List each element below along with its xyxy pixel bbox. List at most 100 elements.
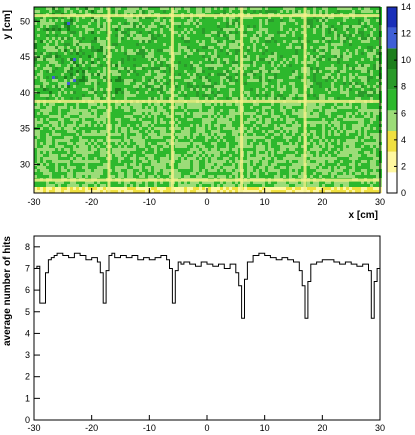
heatmap-cell [187, 55, 190, 58]
heatmap-cell [310, 19, 313, 22]
heatmap-cell [145, 112, 148, 115]
heatmap-cell [295, 94, 298, 97]
heatmap-cell [376, 127, 379, 130]
heatmap-cell [361, 43, 364, 46]
heatmap-cell [262, 85, 265, 88]
heatmap-cell [46, 52, 49, 55]
heatmap-cell [223, 94, 226, 97]
heatmap-cell [58, 124, 61, 127]
heatmap-cell [256, 91, 259, 94]
heatmap-cell [175, 91, 178, 94]
heatmap-cell [358, 130, 361, 133]
heatmap-cell [229, 91, 232, 94]
heatmap-cell [190, 7, 193, 10]
heatmap-cell [208, 115, 211, 118]
heatmap-cell [358, 16, 361, 19]
heatmap-cell [211, 103, 214, 106]
heatmap-cell [211, 106, 214, 109]
heatmap-cell [262, 124, 265, 127]
heatmap-cell [181, 118, 184, 121]
heatmap-cell [352, 127, 355, 130]
heatmap-cell [334, 130, 337, 133]
heatmap-cell [268, 115, 271, 118]
heatmap-cell [238, 121, 241, 124]
heatmap-cell [244, 31, 247, 34]
heatmap-cell [292, 82, 295, 85]
heatmap-cell [199, 31, 202, 34]
heatmap-cell [148, 10, 151, 13]
heatmap-cell [235, 112, 238, 115]
heatmap-cell [112, 37, 115, 40]
heatmap-cell [286, 64, 289, 67]
heatmap-cell [283, 115, 286, 118]
heatmap-cell [235, 91, 238, 94]
heatmap-cell [235, 133, 238, 136]
heatmap-cell [64, 40, 67, 43]
heatmap-cell [118, 79, 121, 82]
heatmap-cell [253, 46, 256, 49]
heatmap-cell [322, 97, 325, 100]
heatmap-cell [277, 85, 280, 88]
heatmap-cell [265, 76, 268, 79]
heatmap-cell [376, 70, 379, 73]
heatmap-cell [88, 67, 91, 70]
heatmap-cell [208, 40, 211, 43]
heatmap-cell [253, 121, 256, 124]
heatmap-cell [313, 70, 316, 73]
heatmap-cell [325, 106, 328, 109]
heatmap-cell [157, 79, 160, 82]
heatmap-cell [226, 67, 229, 70]
heatmap-cell [322, 52, 325, 55]
heatmap-cell [286, 73, 289, 76]
heatmap-cell [193, 70, 196, 73]
heatmap-cell [211, 25, 214, 28]
heatmap-cell [61, 133, 64, 136]
heatmap-cell [190, 73, 193, 76]
heatmap-cell [91, 7, 94, 10]
heatmap-cell [136, 10, 139, 13]
heatmap-cell [169, 118, 172, 121]
heatmap-cell [85, 28, 88, 31]
heatmap-cell [292, 79, 295, 82]
heatmap-cell [127, 133, 130, 136]
heatmap-cell [262, 91, 265, 94]
heatmap-cell [34, 49, 37, 52]
heatmap-cell [337, 55, 340, 58]
heatmap-cell [130, 31, 133, 34]
heatmap-cell [73, 40, 76, 43]
heatmap-cell [340, 133, 343, 136]
heatmap-cell [193, 73, 196, 76]
heatmap-cell [118, 37, 121, 40]
heatmap-cell [358, 76, 361, 79]
heatmap-cell [163, 115, 166, 118]
heatmap-cell [235, 109, 238, 112]
heatmap-cell [58, 118, 61, 121]
heatmap-cell [283, 79, 286, 82]
heatmap-cell [91, 130, 94, 133]
heatmap-cell [226, 19, 229, 22]
heatmap-cell [232, 40, 235, 43]
heatmap-cell [229, 28, 232, 31]
heatmap-cell [175, 79, 178, 82]
heatmap-cell [196, 40, 199, 43]
heatmap-cell [256, 67, 259, 70]
heatmap-cell [229, 106, 232, 109]
heatmap-cell [364, 19, 367, 22]
heatmap-cell [67, 91, 70, 94]
heatmap-cell [79, 82, 82, 85]
heatmap-cell [301, 73, 304, 76]
heatmap-cell [295, 46, 298, 49]
heatmap-cell [175, 130, 178, 133]
heatmap-cell [151, 121, 154, 124]
heatmap-cell [355, 109, 358, 112]
heatmap-cell [166, 58, 169, 61]
heatmap-cell [277, 109, 280, 112]
heatmap-cell [373, 73, 376, 76]
heatmap-cell [67, 34, 70, 37]
heatmap-cell [268, 64, 271, 67]
heatmap-cell [319, 97, 322, 100]
heatmap-cell [349, 133, 352, 136]
heatmap-cell [121, 70, 124, 73]
heatmap-cell [280, 61, 283, 64]
heatmap-cell [295, 49, 298, 52]
